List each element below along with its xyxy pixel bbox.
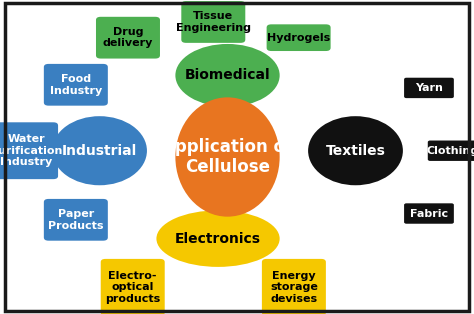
FancyBboxPatch shape bbox=[181, 1, 246, 43]
FancyBboxPatch shape bbox=[44, 64, 108, 106]
FancyBboxPatch shape bbox=[96, 17, 160, 58]
Text: Textiles: Textiles bbox=[326, 144, 385, 158]
FancyBboxPatch shape bbox=[428, 141, 474, 161]
FancyBboxPatch shape bbox=[262, 259, 326, 314]
FancyBboxPatch shape bbox=[44, 199, 108, 241]
Text: Drug
delivery: Drug delivery bbox=[103, 27, 153, 48]
Text: Energy
storage
devises: Energy storage devises bbox=[270, 271, 318, 304]
FancyBboxPatch shape bbox=[100, 259, 165, 314]
Text: Paper
Products: Paper Products bbox=[48, 209, 104, 230]
FancyBboxPatch shape bbox=[0, 122, 58, 179]
Ellipse shape bbox=[175, 97, 280, 217]
Text: Electro-
optical
products: Electro- optical products bbox=[105, 271, 160, 304]
Text: Application of
Cellulose: Application of Cellulose bbox=[163, 138, 292, 176]
Ellipse shape bbox=[52, 116, 147, 185]
Text: Hydrogels: Hydrogels bbox=[267, 33, 330, 43]
Text: Food
Industry: Food Industry bbox=[50, 74, 102, 95]
Text: Clothing: Clothing bbox=[427, 146, 474, 156]
Text: Industrial: Industrial bbox=[62, 144, 137, 158]
Text: Tissue
Engineering: Tissue Engineering bbox=[176, 11, 251, 33]
FancyBboxPatch shape bbox=[404, 78, 454, 98]
Text: Electronics: Electronics bbox=[175, 232, 261, 246]
FancyBboxPatch shape bbox=[266, 24, 331, 51]
Ellipse shape bbox=[308, 116, 403, 185]
FancyBboxPatch shape bbox=[404, 203, 454, 224]
Text: Fabric: Fabric bbox=[410, 208, 448, 219]
Text: Yarn: Yarn bbox=[415, 83, 443, 93]
Text: Water
purification
Industry: Water purification Industry bbox=[0, 134, 62, 167]
Ellipse shape bbox=[175, 44, 280, 107]
Ellipse shape bbox=[156, 210, 280, 267]
Text: Biomedical: Biomedical bbox=[185, 68, 270, 82]
